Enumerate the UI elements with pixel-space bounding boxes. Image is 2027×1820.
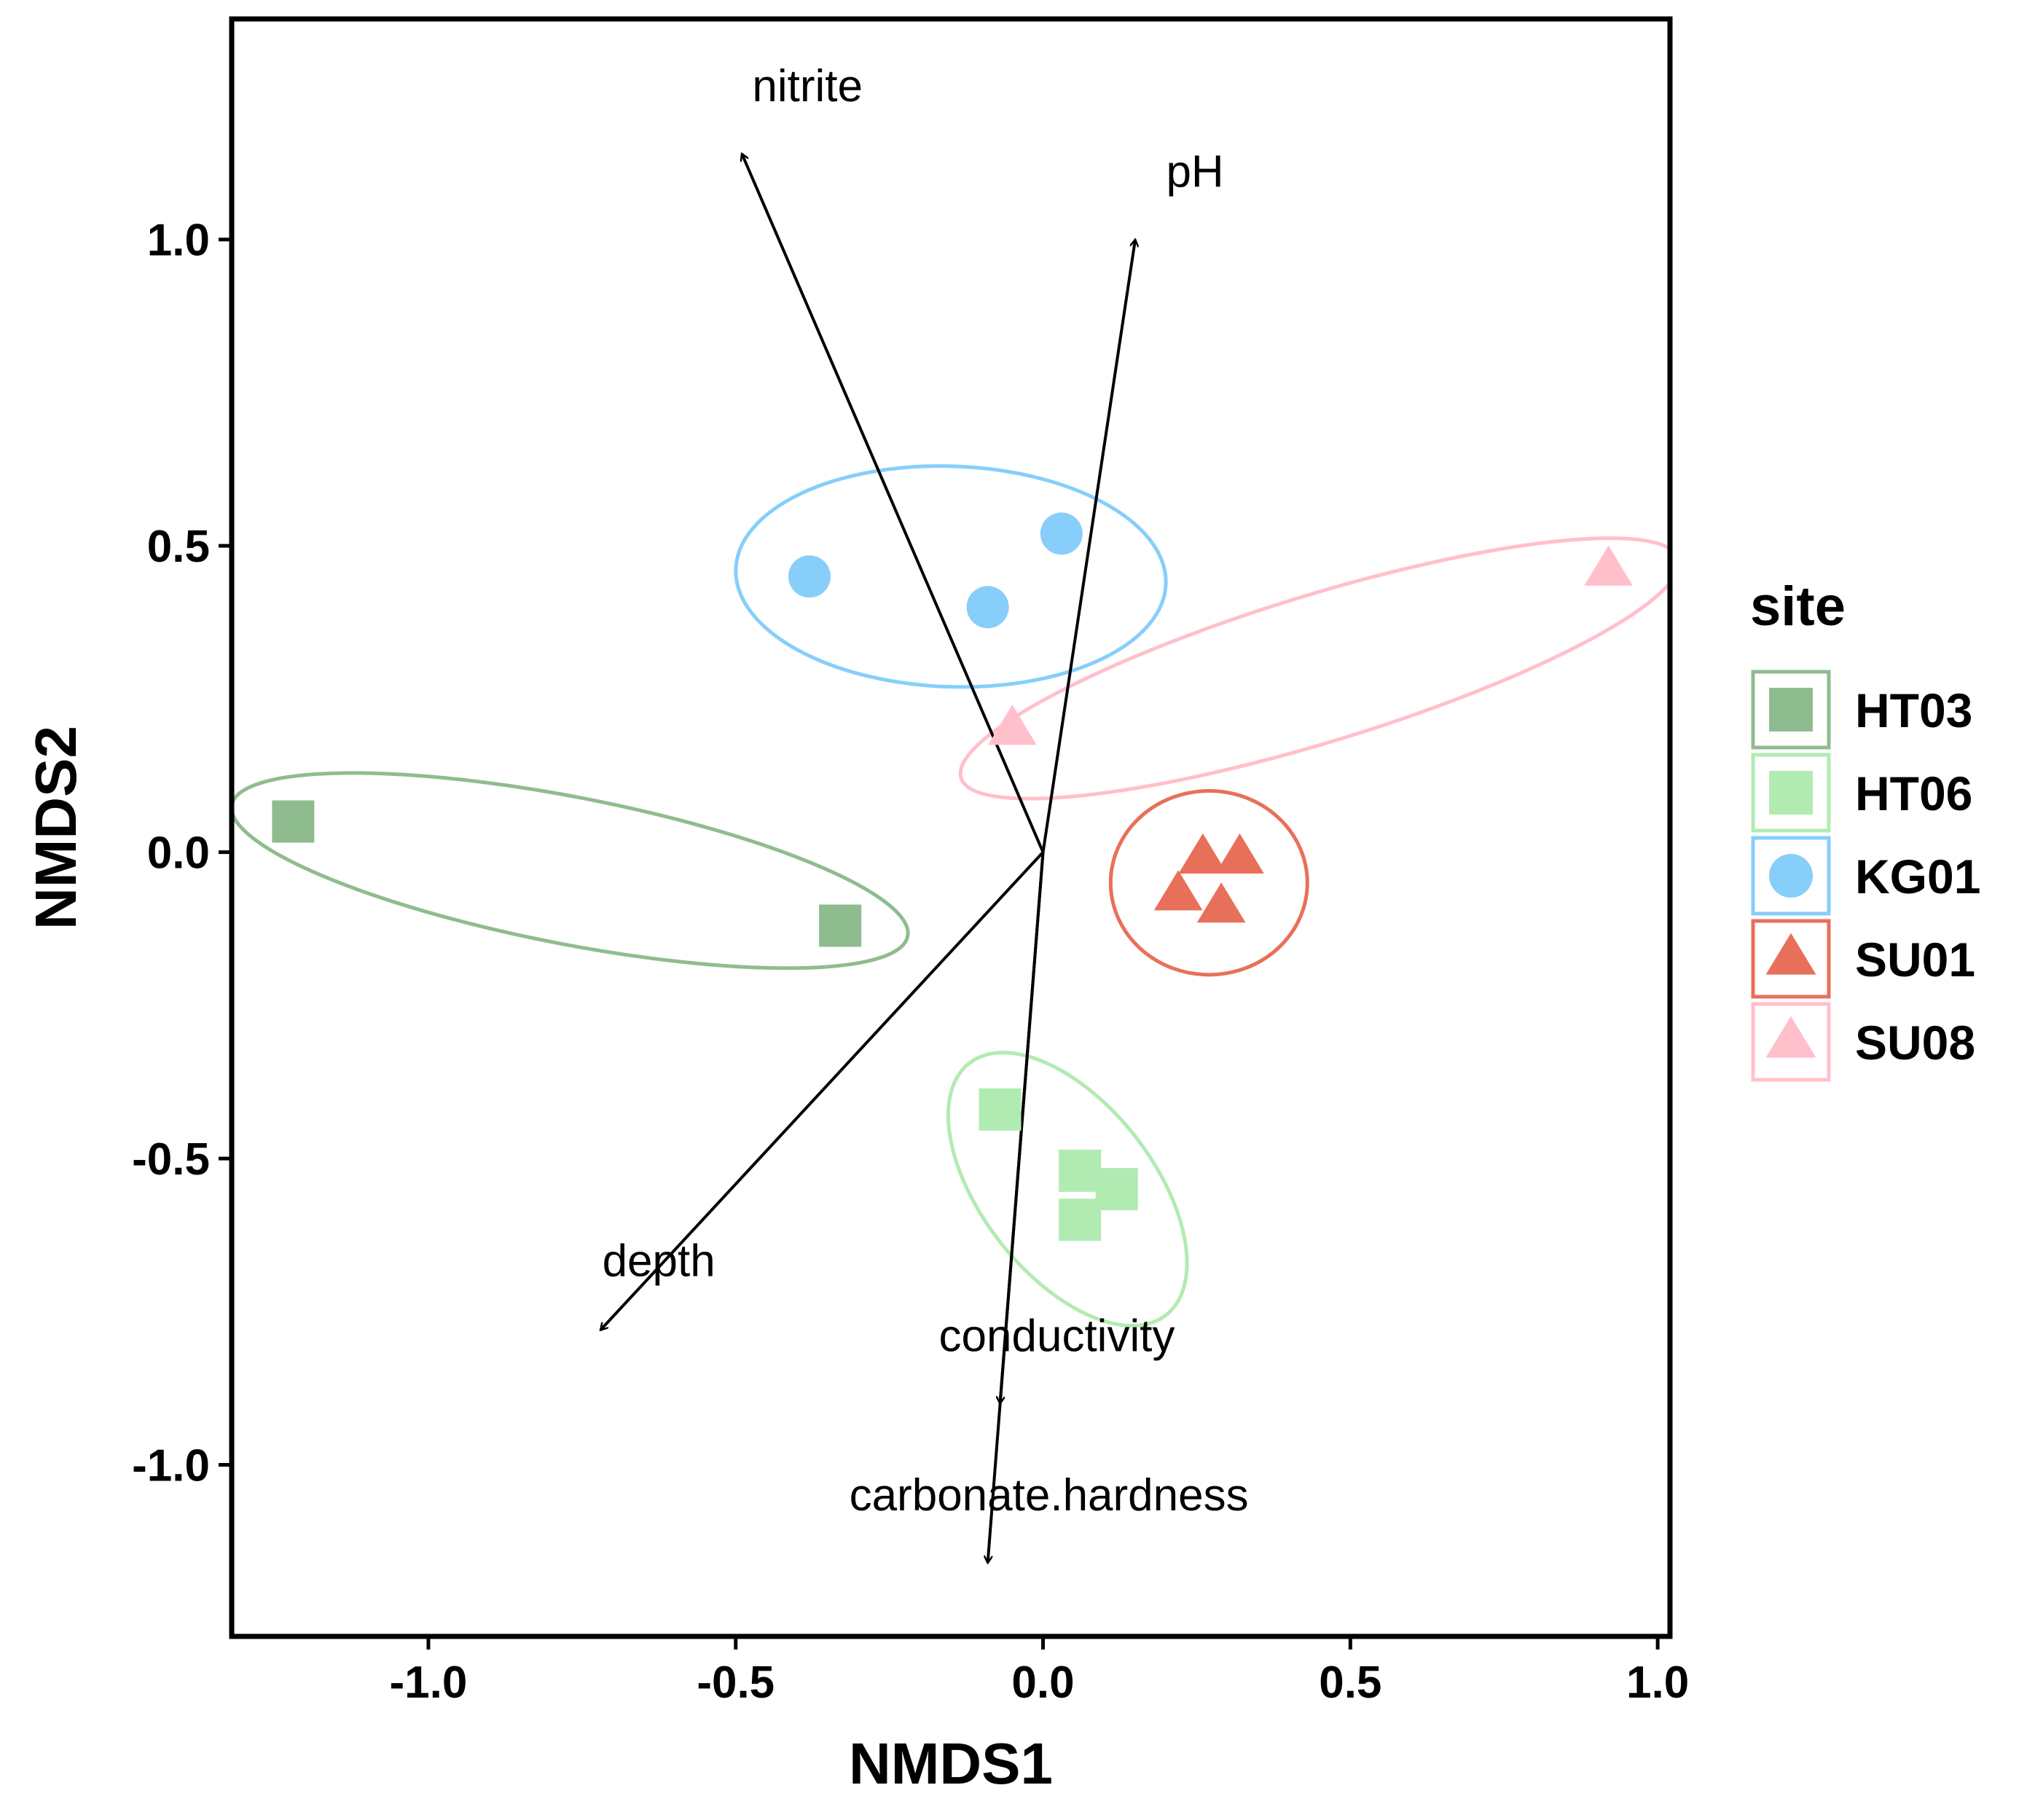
legend-label-ht06: HT06 — [1855, 766, 1972, 820]
y-tick-label-2: -0.5 — [132, 1134, 210, 1185]
x-tick-label-5: 1.0 — [1626, 1658, 1689, 1708]
legend-symbol-kg01 — [1769, 854, 1813, 898]
legend-label-su08: SU08 — [1855, 1016, 1975, 1070]
vector-ph — [1041, 240, 1136, 852]
vector-labels-layer: nitrite pH depth conductivity carbonate.hard… — [603, 61, 1249, 1521]
x-tick-label-2: -0.5 — [697, 1658, 775, 1708]
vectors-layer — [600, 154, 1135, 1563]
point-ht06-4 — [1059, 1199, 1102, 1242]
vector-nitrite — [742, 154, 1045, 853]
legend-key-kg01 — [1751, 836, 1831, 916]
point-kg01-1 — [788, 555, 831, 598]
points-layer — [272, 512, 1633, 1242]
vector-label-depth: depth — [603, 1236, 715, 1287]
x-axis: -1.0 -0.5 0.0 0.5 1.0 — [390, 1636, 1689, 1708]
legend-title: site — [1750, 576, 1846, 638]
legend-symbol-su08 — [1765, 1016, 1816, 1058]
point-su08-2 — [988, 705, 1037, 745]
point-ht06-1 — [979, 1088, 1022, 1131]
point-su01-2 — [1215, 833, 1264, 874]
vector-label-nitrite: nitrite — [752, 61, 863, 111]
legend-symbol-ht03 — [1769, 688, 1813, 731]
point-ht06-3 — [1095, 1168, 1138, 1211]
vector-carbonate-hardness — [988, 852, 1045, 1563]
point-su01-1 — [1178, 833, 1228, 874]
y-tick-label-3: 0.0 — [147, 828, 210, 879]
point-ht06-2 — [1059, 1149, 1102, 1192]
y-tick-label-5: 1.0 — [147, 216, 210, 266]
ellipse-ht06 — [946, 1051, 1189, 1328]
legend: site HT03 HT06 KG01 SU01 SU08 — [1750, 576, 1980, 1082]
x-tick-label-1: -1.0 — [390, 1658, 468, 1708]
vector-depth — [600, 851, 1045, 1330]
ellipse-su01 — [1108, 789, 1309, 977]
point-su08-1 — [1584, 545, 1633, 586]
y-tick-label-1: -1.0 — [132, 1441, 210, 1491]
point-ht03-1 — [272, 800, 315, 843]
y-tick-label-4: 0.5 — [147, 522, 210, 572]
plot-frame — [229, 16, 1673, 1639]
legend-label-su01: SU01 — [1855, 933, 1975, 987]
y-axis: -1.0 -0.5 0.0 0.5 1.0 — [132, 216, 232, 1491]
point-ht03-2 — [819, 904, 862, 947]
x-tick-label-4: 0.5 — [1319, 1658, 1381, 1708]
x-axis-title: NMDS1 — [849, 1731, 1053, 1796]
ellipses-layer — [232, 464, 1670, 1328]
x-tick-label-3: 0.0 — [1011, 1658, 1074, 1708]
point-su01-4 — [1196, 882, 1246, 923]
vector-label-ph: pH — [1166, 147, 1223, 197]
legend-label-kg01: KG01 — [1855, 850, 1980, 903]
y-axis-title: NMDS2 — [23, 726, 88, 930]
ellipse-su08 — [958, 536, 1670, 801]
legend-symbol-ht06 — [1769, 771, 1813, 815]
legend-symbol-su01 — [1765, 933, 1816, 975]
ellipse-kg01 — [734, 464, 1168, 689]
vector-label-conductivity: conductivity — [939, 1311, 1175, 1361]
ellipse-ht03 — [232, 771, 910, 970]
point-su01-3 — [1153, 870, 1203, 911]
vector-label-carbonate-hardness: carbonate.hardness — [850, 1470, 1249, 1521]
point-kg01-2 — [966, 586, 1009, 629]
legend-label-ht03: HT03 — [1855, 683, 1972, 737]
point-kg01-3 — [1040, 512, 1083, 555]
